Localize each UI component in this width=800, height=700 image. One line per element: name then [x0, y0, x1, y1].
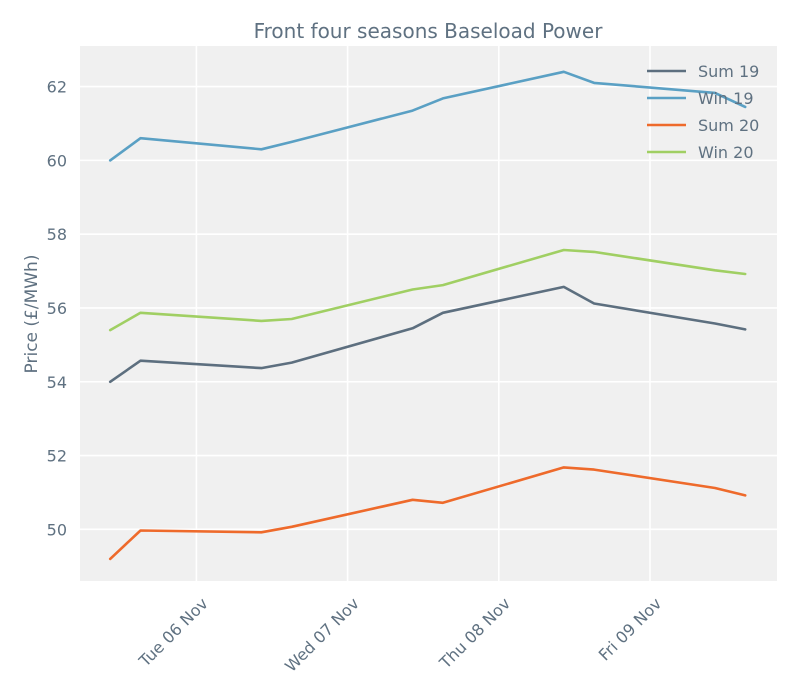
y-tick-label: 54: [47, 373, 67, 392]
y-tick-label: 58: [47, 225, 67, 244]
series-line-sum-19: [108, 285, 747, 384]
legend-label: Win 20: [698, 143, 754, 162]
y-tick-label: 56: [47, 299, 67, 318]
x-axis-ticks: Tue 06 Nov Wed 07 Nov Thu 08 Nov Fri 09 Nov: [135, 594, 666, 676]
legend: Sum 19 Win 19 Sum 20 Win 20: [647, 62, 759, 162]
x-tick-label: Fri 09 Nov: [595, 594, 666, 665]
legend-label: Sum 20: [698, 116, 759, 135]
series-lines: [108, 70, 747, 561]
horizontal-gridlines: [80, 85, 777, 531]
legend-label: Win 19: [698, 89, 754, 108]
x-tick-label: Tue 06 Nov: [135, 594, 212, 671]
series-line-sum-20: [108, 466, 747, 561]
y-tick-label: 62: [47, 78, 67, 97]
x-tick-label: Thu 08 Nov: [435, 594, 514, 673]
x-tick-label: Wed 07 Nov: [281, 594, 363, 676]
series-line-win-20: [108, 248, 747, 332]
y-tick-label: 60: [47, 151, 67, 170]
legend-label: Sum 19: [698, 62, 759, 81]
series-line-win-19: [108, 70, 747, 162]
y-axis-ticks: 50 52 54 56 58 60 62: [47, 78, 67, 540]
y-tick-label: 52: [47, 447, 67, 466]
y-tick-label: 50: [47, 520, 67, 539]
y-axis-label: Price (£/MWh): [22, 255, 42, 374]
chart-title: Front four seasons Baseload Power: [254, 19, 604, 43]
